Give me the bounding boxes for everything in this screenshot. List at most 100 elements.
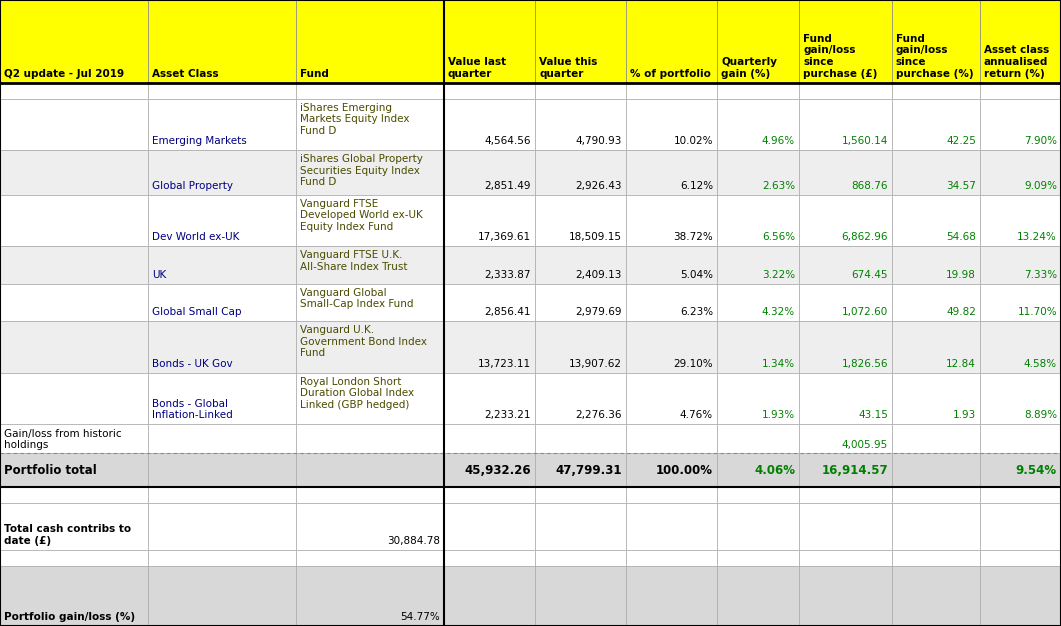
Text: 18,509.15: 18,509.15 — [569, 232, 622, 242]
Text: 1,560.14: 1,560.14 — [841, 136, 888, 146]
Bar — [535, 0, 626, 83]
Bar — [535, 321, 626, 372]
Text: % of portfolio: % of portfolio — [630, 69, 711, 79]
Bar — [443, 487, 535, 503]
Bar — [799, 195, 892, 246]
Text: 2,979.69: 2,979.69 — [575, 307, 622, 317]
Bar — [892, 565, 980, 626]
Text: 10.02%: 10.02% — [674, 136, 713, 146]
Bar — [799, 99, 892, 150]
Text: 38.72%: 38.72% — [674, 232, 713, 242]
Text: Portfolio total: Portfolio total — [4, 464, 97, 477]
Bar — [626, 321, 717, 372]
Bar — [980, 83, 1061, 99]
Bar — [296, 284, 443, 321]
Bar — [147, 284, 296, 321]
Bar — [296, 246, 443, 284]
Bar — [980, 487, 1061, 503]
Bar — [296, 424, 443, 453]
Bar — [892, 550, 980, 565]
Bar — [535, 503, 626, 550]
Bar — [296, 503, 443, 550]
Text: 2,851.49: 2,851.49 — [485, 181, 530, 191]
Bar — [799, 424, 892, 453]
Text: 54.68: 54.68 — [946, 232, 976, 242]
Bar — [0, 424, 147, 453]
Bar — [980, 453, 1061, 487]
Bar — [443, 424, 535, 453]
Bar — [147, 424, 296, 453]
Bar — [717, 550, 799, 565]
Text: 4,005.95: 4,005.95 — [841, 441, 888, 451]
Text: 17,369.61: 17,369.61 — [477, 232, 530, 242]
Bar — [799, 83, 892, 99]
Bar — [147, 150, 296, 195]
Bar — [147, 195, 296, 246]
Bar — [626, 550, 717, 565]
Text: 6.23%: 6.23% — [680, 307, 713, 317]
Text: 8.89%: 8.89% — [1024, 410, 1057, 420]
Text: 868.76: 868.76 — [852, 181, 888, 191]
Bar — [443, 550, 535, 565]
Bar — [443, 195, 535, 246]
Text: 2,233.21: 2,233.21 — [485, 410, 530, 420]
Text: 1,072.60: 1,072.60 — [841, 307, 888, 317]
Bar — [535, 99, 626, 150]
Bar — [717, 453, 799, 487]
Bar — [0, 372, 147, 424]
Text: 43.15: 43.15 — [858, 410, 888, 420]
Bar — [892, 83, 980, 99]
Bar — [443, 565, 535, 626]
Bar — [535, 424, 626, 453]
Bar — [535, 150, 626, 195]
Bar — [535, 453, 626, 487]
Bar — [980, 195, 1061, 246]
Bar — [717, 321, 799, 372]
Bar — [0, 0, 147, 83]
Bar — [626, 195, 717, 246]
Text: 9.54%: 9.54% — [1015, 464, 1057, 477]
Bar — [535, 83, 626, 99]
Text: 6.12%: 6.12% — [680, 181, 713, 191]
Bar — [717, 0, 799, 83]
Text: 6.56%: 6.56% — [762, 232, 795, 242]
Bar — [147, 0, 296, 83]
Text: 5.04%: 5.04% — [680, 270, 713, 280]
Text: Bonds - UK Gov: Bonds - UK Gov — [152, 359, 232, 369]
Text: 4.32%: 4.32% — [762, 307, 795, 317]
Bar — [980, 321, 1061, 372]
Bar — [892, 453, 980, 487]
Text: 1.93%: 1.93% — [762, 410, 795, 420]
Text: Asset class
annualised
return (%): Asset class annualised return (%) — [984, 46, 1049, 79]
Bar — [892, 150, 980, 195]
Bar — [626, 284, 717, 321]
Bar — [626, 99, 717, 150]
Text: Fund
gain/loss
since
purchase (%): Fund gain/loss since purchase (%) — [895, 34, 974, 79]
Text: 42.25: 42.25 — [946, 136, 976, 146]
Bar — [147, 565, 296, 626]
Text: Global Small Cap: Global Small Cap — [152, 307, 242, 317]
Bar — [717, 487, 799, 503]
Bar — [980, 246, 1061, 284]
Bar — [626, 372, 717, 424]
Bar — [0, 550, 147, 565]
Bar — [443, 83, 535, 99]
Bar — [0, 453, 147, 487]
Bar — [626, 453, 717, 487]
Bar — [147, 550, 296, 565]
Text: 16,914.57: 16,914.57 — [821, 464, 888, 477]
Bar — [0, 246, 147, 284]
Bar — [296, 99, 443, 150]
Text: 4.96%: 4.96% — [762, 136, 795, 146]
Bar — [535, 565, 626, 626]
Bar — [626, 246, 717, 284]
Text: 47,799.31: 47,799.31 — [556, 464, 622, 477]
Text: 4.58%: 4.58% — [1024, 359, 1057, 369]
Text: Total cash contribs to
date (£): Total cash contribs to date (£) — [4, 524, 132, 545]
Bar — [296, 550, 443, 565]
Bar — [296, 453, 443, 487]
Bar — [443, 0, 535, 83]
Text: Q2 update - Jul 2019: Q2 update - Jul 2019 — [4, 69, 124, 79]
Text: 4,790.93: 4,790.93 — [576, 136, 622, 146]
Bar — [980, 0, 1061, 83]
